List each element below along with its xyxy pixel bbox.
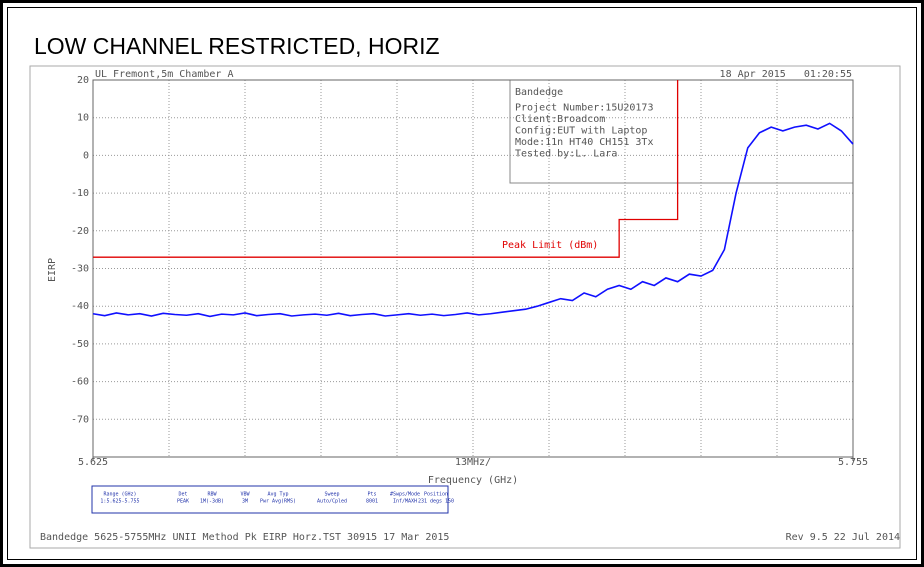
settings-value: 3M [242,499,248,505]
info-text: Tested by:L. Lara [515,149,617,160]
settings-value: 231 degs 150 [418,499,454,505]
footer-right: Rev 9.5 22 Jul 2014 [786,532,900,543]
limit-label: Peak Limit (dBm) [502,240,598,251]
settings-value: Pwr Avg(RMS) [260,499,296,505]
settings-value: PEAK [177,499,189,505]
settings-header: Position [424,492,448,498]
settings-header: Avg Typ [267,492,288,498]
y-tick-label: 20 [77,75,89,86]
y-tick-label: 0 [83,150,89,161]
x-tick-label: 5.755 [838,457,868,468]
x-tick-label: 5.625 [78,457,108,468]
inner-border [7,7,917,560]
panel-border [29,65,901,549]
settings-header: Range (GHz) [103,492,136,498]
header-right: 18 Apr 2015 01:20:55 [720,69,852,80]
settings-header: VBW [240,492,250,498]
settings-value: 1:5.625-5.755 [100,499,139,505]
settings-header: Pts [367,492,376,498]
settings-header: Det [178,492,187,498]
info-box [509,79,854,184]
y-tick-label: 10 [77,113,89,124]
x-span-label: 13MHz/ [455,457,491,468]
y-axis-label: EIRP [47,258,58,282]
settings-value: 1M(-3dB) [200,499,224,505]
info-text: Config:EUT with Laptop [515,126,647,137]
info-text: Project Number:15U20173 [515,103,653,114]
y-tick-label: -50 [71,339,89,350]
settings-value: Inf/MAXH [393,499,417,505]
y-tick-label: -30 [71,264,89,275]
footer-left: Bandedge 5625-5755MHz UNII Method Pk EIR… [40,532,449,543]
x-axis-label: Frequency (GHz) [428,475,518,486]
series-line [93,80,679,258]
settings-value: Auto/Cpled [317,499,347,505]
plot-frame [92,79,854,458]
y-tick-label: -40 [71,301,89,312]
info-text: Client:Broadcom [515,114,605,125]
y-tick-label: -60 [71,377,89,388]
settings-header: Sweep [324,492,339,498]
y-tick-label: -10 [71,188,89,199]
settings-box [91,485,449,514]
settings-header: #Swps/Mode [390,492,420,498]
header-left: UL Fremont,5m Chamber A [95,69,233,80]
info-text: Mode:11n HT40 CH151 3Tx [515,137,653,148]
settings-value: 8001 [366,499,378,505]
chart-title: LOW CHANNEL RESTRICTED, HORIZ [34,33,440,59]
series-line [92,122,854,318]
info-text: Bandedge [515,87,563,98]
y-tick-label: -70 [71,414,89,425]
settings-header: RBW [207,492,217,498]
y-tick-label: -20 [71,226,89,237]
